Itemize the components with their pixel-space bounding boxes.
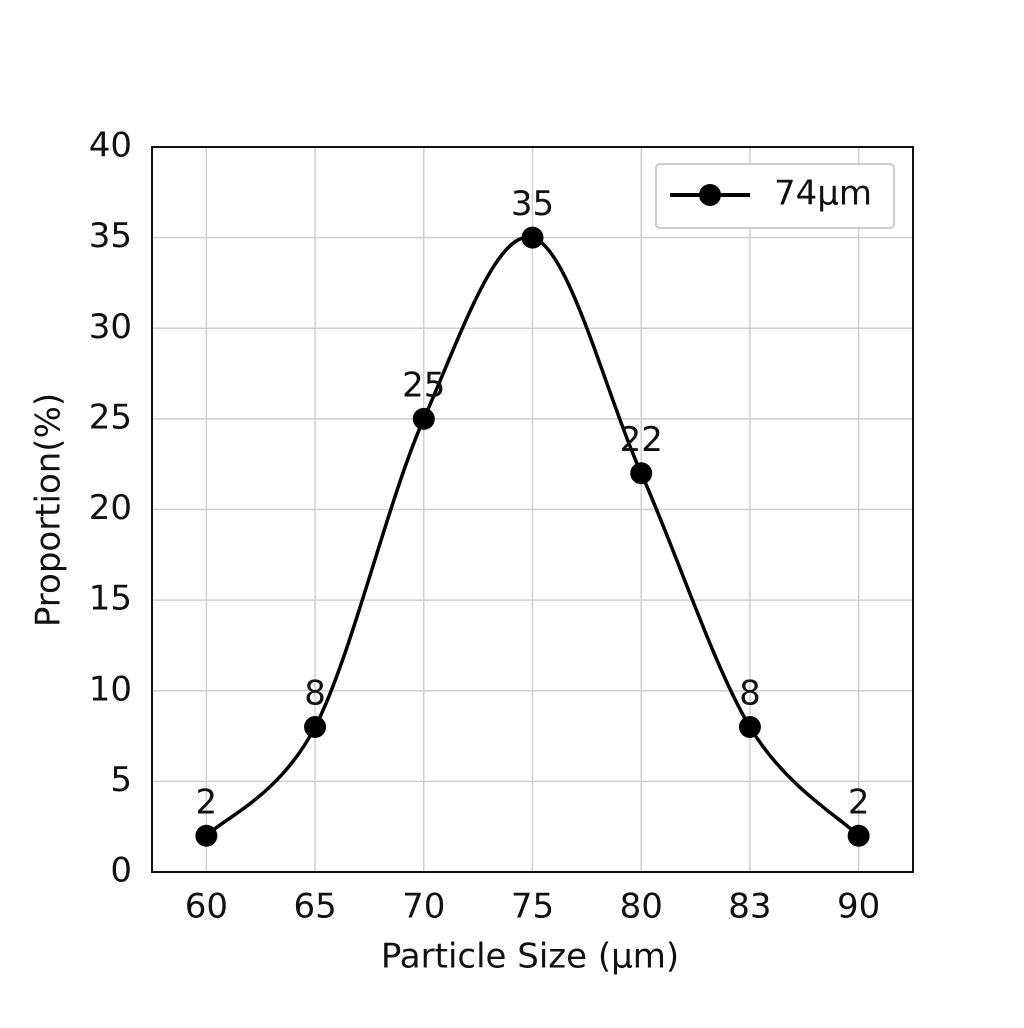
point [195, 824, 218, 847]
y-tick-label: 5 [110, 760, 132, 800]
point [304, 716, 327, 738]
value-label: 22 [620, 420, 663, 460]
legend-label: 74μm [774, 174, 872, 214]
x-tick-label: 65 [293, 887, 336, 927]
point [521, 226, 544, 249]
x-tick-label: 70 [402, 887, 445, 927]
value-label: 2 [196, 782, 218, 822]
x-tick-label: 75 [511, 887, 554, 927]
point [847, 824, 870, 847]
x-tick-label: 83 [728, 887, 771, 927]
value-label: 2 [848, 782, 870, 822]
x-tick-label: 90 [837, 887, 880, 927]
legend-marker [699, 184, 721, 206]
legend-box [655, 163, 895, 229]
y-tick-label: 40 [89, 126, 132, 166]
value-label: 8 [739, 674, 761, 714]
y-tick-label: 0 [110, 851, 132, 891]
plot-frame [151, 146, 914, 873]
value-label: 25 [402, 365, 445, 405]
point [738, 716, 761, 738]
x-tick-label: 80 [620, 887, 663, 927]
y-tick-label: 30 [89, 307, 132, 347]
value-label: 8 [304, 674, 326, 714]
y-tick-label: 15 [89, 579, 132, 619]
value-label: 35 [511, 184, 554, 224]
y-tick-label: 10 [89, 669, 132, 709]
y-axis-label: Proportion(%) [29, 393, 69, 627]
y-tick-label: 35 [89, 216, 132, 256]
x-axis-label: Particle Size (μm) [381, 937, 679, 977]
point [630, 462, 653, 485]
x-tick-label: 60 [185, 887, 228, 927]
y-tick-label: 20 [89, 488, 132, 528]
y-tick-label: 25 [89, 397, 132, 437]
point [412, 407, 435, 430]
